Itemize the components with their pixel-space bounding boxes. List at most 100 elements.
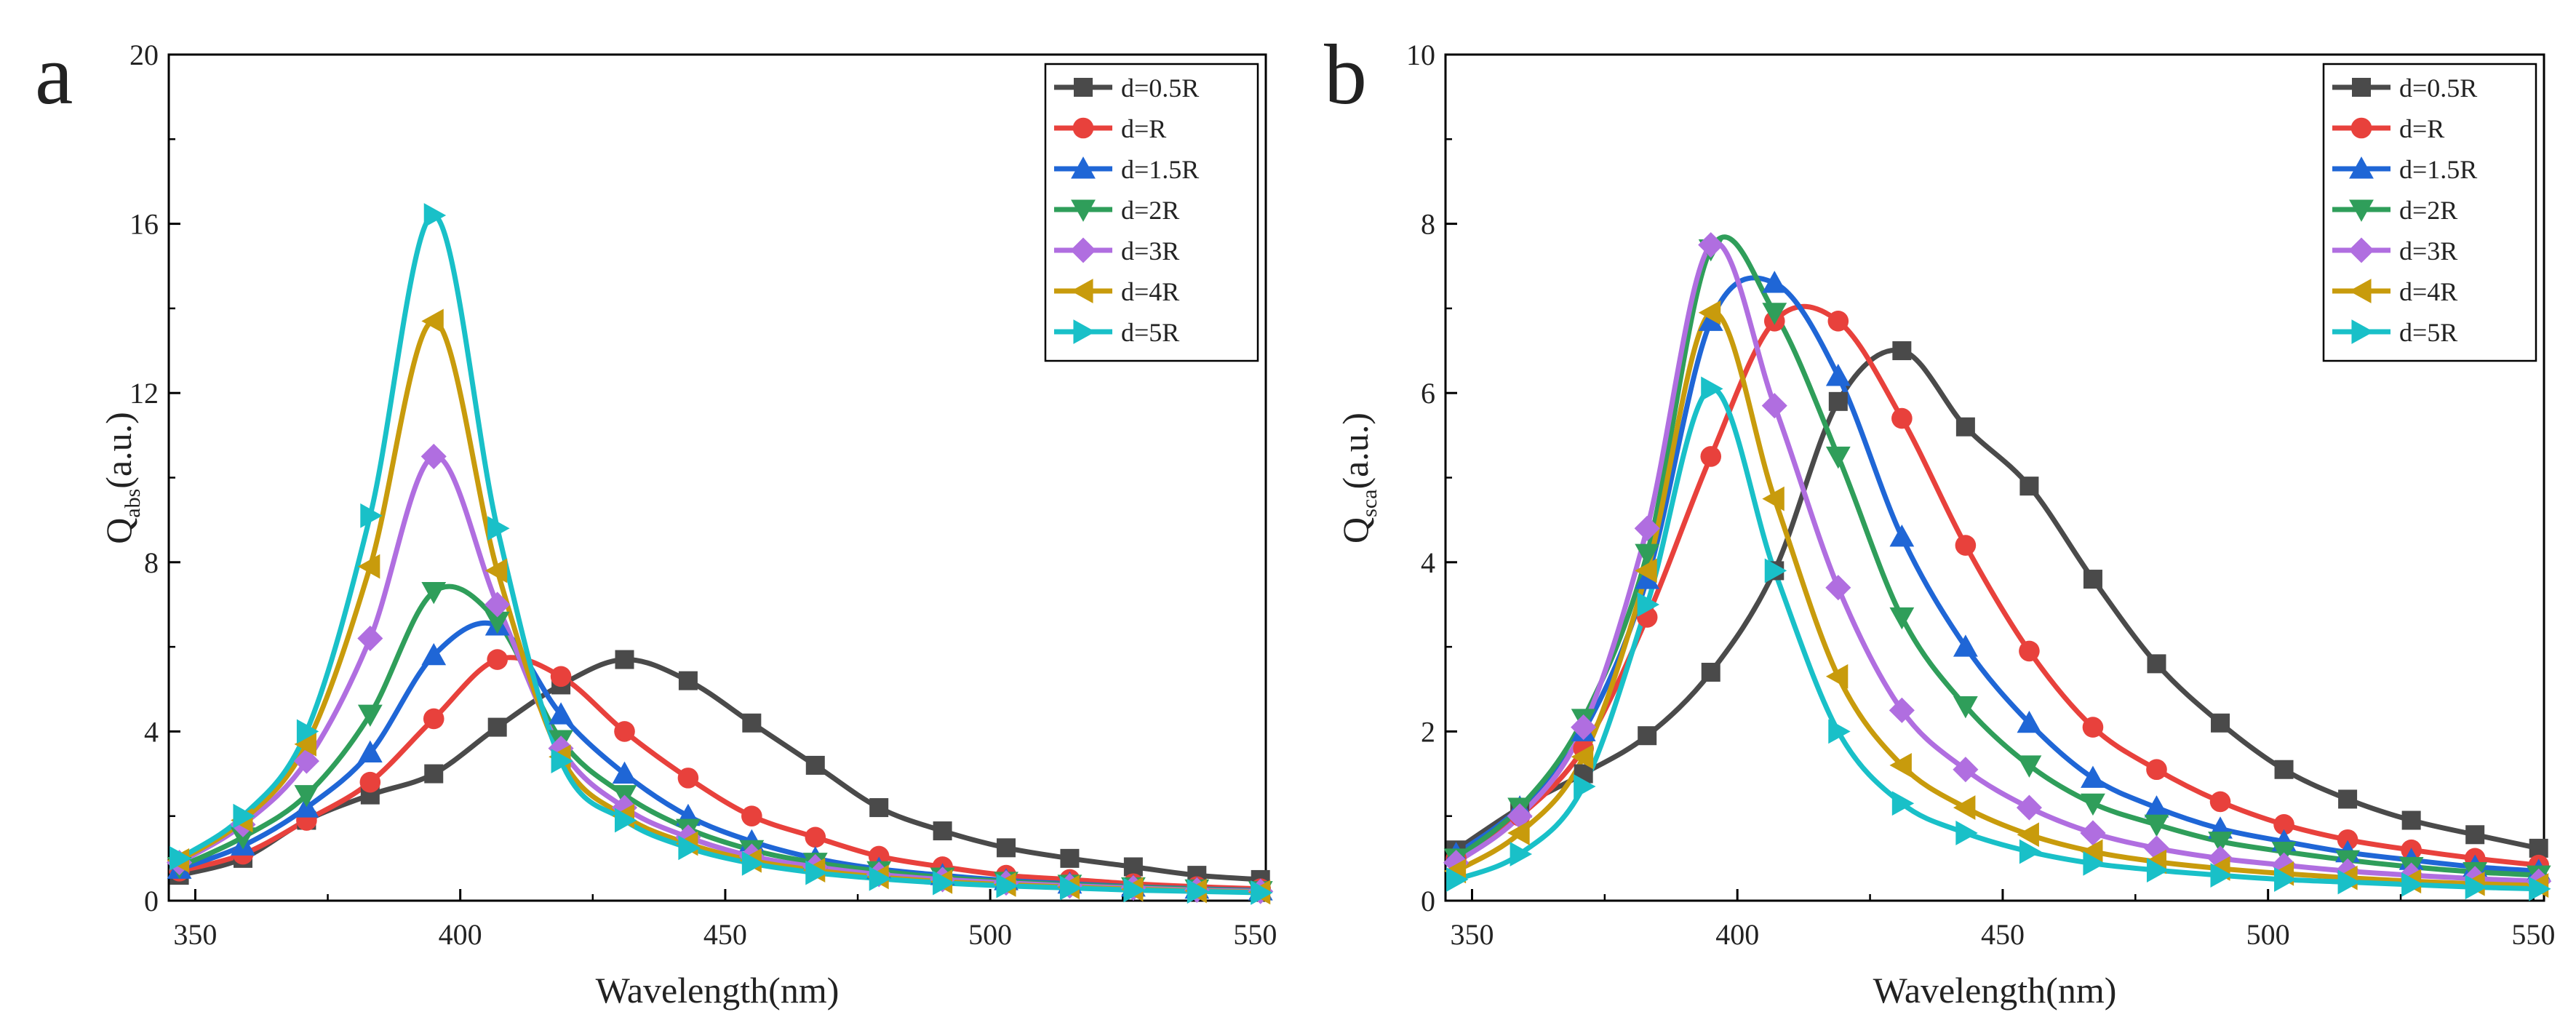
- panel-label-a: a: [35, 27, 73, 122]
- marker-circle: [1700, 446, 1722, 467]
- marker-triangle-up: [1889, 525, 1915, 547]
- marker-circle: [2273, 814, 2294, 835]
- series-markers-a: [167, 203, 1274, 905]
- marker-triangle-up: [357, 740, 383, 762]
- x-axis-title-b: Wavelength(nm): [1873, 970, 2117, 1011]
- marker-circle: [2146, 759, 2167, 781]
- marker-triangle-right: [1251, 880, 1273, 905]
- marker-triangle-left: [294, 731, 316, 757]
- marker-square: [2147, 654, 2166, 674]
- y-tick-label: 12: [129, 377, 159, 410]
- x-axis-title-a: Wavelength(nm): [596, 970, 840, 1011]
- x-tick-label: 550: [2511, 918, 2555, 951]
- x-tick-label: 450: [1981, 918, 2025, 951]
- marker-triangle-right: [1764, 558, 1787, 583]
- y-tick-label: 4: [1421, 546, 1435, 579]
- x-tick-labels-a: 350 400 450 500 550: [173, 918, 1277, 951]
- x-tick-label: 450: [703, 918, 747, 951]
- marker-square: [1074, 78, 1093, 97]
- marker-triangle-right: [1955, 821, 1978, 845]
- marker-circle: [2350, 117, 2372, 139]
- marker-square: [805, 755, 825, 775]
- marker-square: [1892, 341, 1912, 361]
- marker-triangle-down: [1889, 607, 1915, 630]
- marker-triangle-right: [233, 803, 255, 829]
- marker-triangle-down: [2144, 814, 2169, 837]
- marker-triangle-down: [2349, 199, 2374, 222]
- legend-b: d=0.5R d=R d=1.5R d=2R d=3R d=4R d=5R: [2322, 63, 2537, 362]
- marker-square: [2274, 760, 2294, 779]
- marker-triangle-right: [2146, 858, 2169, 883]
- x-tick-label: 400: [1715, 918, 1759, 951]
- marker-diamond: [1889, 697, 1915, 723]
- marker-triangle-down: [1825, 446, 1851, 469]
- marker-triangle-right: [2019, 839, 2042, 864]
- marker-circle: [359, 771, 381, 793]
- marker-square: [2083, 570, 2102, 589]
- marker-triangle-right: [2274, 867, 2297, 892]
- marker-triangle-left: [1507, 821, 1530, 845]
- marker-triangle-left: [421, 308, 444, 334]
- y-tick-label: 2: [1421, 715, 1435, 748]
- y-axis-title-main: Q: [98, 518, 139, 544]
- legend-label: d=4R: [1121, 277, 1179, 306]
- marker-triangle-up: [1762, 271, 1787, 293]
- marker-circle: [487, 649, 508, 670]
- marker-triangle-right: [170, 845, 192, 871]
- marker-diamond: [2207, 845, 2233, 872]
- marker-triangle-up: [1635, 567, 1660, 589]
- marker-square: [2401, 810, 2421, 830]
- marker-triangle-down: [1762, 303, 1787, 325]
- marker-triangle-down: [1635, 543, 1660, 567]
- legend-label: d=5R: [2399, 318, 2457, 347]
- marker-triangle-left: [2081, 839, 2103, 864]
- marker-triangle-down: [1953, 696, 1978, 719]
- marker-diamond: [1070, 237, 1096, 263]
- y-axis-title-sub: abs: [121, 489, 145, 518]
- marker-triangle-left: [1571, 744, 1594, 770]
- marker-square: [2211, 713, 2230, 733]
- legend-label: d=1.5R: [2399, 155, 2477, 184]
- marker-triangle-right: [1701, 376, 1723, 402]
- marker-triangle-right: [296, 719, 319, 744]
- marker-triangle-down: [485, 611, 510, 634]
- marker-triangle-down: [2017, 755, 2042, 778]
- legend-label: d=3R: [1121, 236, 1179, 266]
- y-tick-label: 16: [129, 208, 159, 241]
- legend-label: d=5R: [1121, 318, 1179, 347]
- marker-diamond: [1507, 803, 1533, 829]
- series-line: [1454, 234, 2542, 878]
- y-axis-title-suffix: (a.u.): [1335, 413, 1376, 490]
- marker-diamond: [485, 591, 511, 618]
- x-tick-label: 350: [1450, 918, 1494, 951]
- marker-circle: [2019, 640, 2040, 662]
- marker-circle: [1955, 535, 1977, 556]
- marker-square: [1638, 726, 1657, 746]
- marker-diamond: [611, 794, 638, 821]
- marker-triangle-right: [1059, 875, 1082, 901]
- marker-diamond: [293, 748, 319, 774]
- legend-label: d=R: [2399, 114, 2444, 143]
- marker-square: [742, 713, 762, 733]
- marker-diamond: [357, 625, 383, 652]
- marker-circle: [805, 826, 826, 848]
- marker-triangle-down: [421, 581, 447, 605]
- series-line: [1454, 303, 2542, 868]
- marker-triangle-down: [231, 827, 255, 850]
- marker-diamond: [1634, 515, 1660, 541]
- x-tick-label: 500: [968, 918, 1012, 951]
- x-tick-labels-b: 350 400 450 500 550: [1450, 918, 2555, 951]
- marker-square: [2019, 477, 2039, 496]
- marker-triangle-down: [2208, 832, 2233, 854]
- marker-square: [1828, 391, 1848, 411]
- marker-circle: [1891, 407, 1913, 429]
- marker-square: [615, 650, 634, 669]
- marker-square: [997, 838, 1016, 858]
- y-tick-labels-a: 0 4 8 12 16 20: [129, 39, 159, 917]
- axis-ticks-a: [169, 53, 1256, 902]
- marker-square: [2465, 825, 2485, 845]
- marker-circle: [2337, 829, 2358, 850]
- marker-triangle-right: [551, 749, 573, 774]
- marker-triangle-right: [2210, 863, 2233, 888]
